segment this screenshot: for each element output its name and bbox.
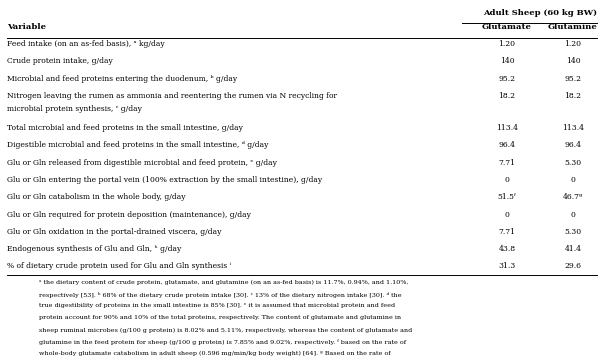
Text: Feed intake (on an as-fed basis), ᵃ kg/day: Feed intake (on an as-fed basis), ᵃ kg/d…	[7, 40, 165, 48]
Text: 18.2: 18.2	[499, 92, 515, 100]
Text: Variable: Variable	[7, 23, 46, 31]
Text: 140: 140	[566, 57, 580, 65]
Text: 0: 0	[505, 176, 509, 184]
Text: 7.71: 7.71	[499, 228, 515, 236]
Text: Total microbial and feed proteins in the small intestine, g/day: Total microbial and feed proteins in the…	[7, 124, 243, 132]
Text: protein account for 90% and 10% of the total proteins, respectively. The content: protein account for 90% and 10% of the t…	[39, 315, 401, 320]
Text: 1.20: 1.20	[565, 40, 581, 48]
Text: 0: 0	[505, 211, 509, 219]
Text: Digestible microbial and feed proteins in the small intestine, ᵈ g/day: Digestible microbial and feed proteins i…	[7, 141, 269, 149]
Text: Microbial and feed proteins entering the duodenum, ᵇ g/day: Microbial and feed proteins entering the…	[7, 75, 238, 82]
Text: 1.20: 1.20	[499, 40, 515, 48]
Text: 5.30: 5.30	[565, 159, 581, 167]
Text: 18.2: 18.2	[565, 92, 581, 100]
Text: Glu or Gln released from digestible microbial and feed protein, ᵉ g/day: Glu or Gln released from digestible micr…	[7, 159, 277, 167]
Text: 113.4: 113.4	[562, 124, 584, 132]
Text: 41.4: 41.4	[565, 245, 581, 253]
Text: whole-body glutamate catabolism in adult sheep (0.596 mg/min/kg body weight) [64: whole-body glutamate catabolism in adult…	[39, 351, 391, 356]
Text: Nitrogen leaving the rumen as ammonia and reentering the rumen via N recycling f: Nitrogen leaving the rumen as ammonia an…	[7, 92, 337, 100]
Text: sheep ruminal microbes (g/100 g protein) is 8.02% and 5.11%, respectively, where: sheep ruminal microbes (g/100 g protein)…	[39, 327, 412, 333]
Text: Glutamine: Glutamine	[548, 23, 598, 31]
Text: glutamine in the feed protein for sheep (g/100 g protein) is 7.85% and 9.02%, re: glutamine in the feed protein for sheep …	[39, 339, 406, 345]
Text: respectively [53]. ᵇ 68% of the dietary crude protein intake [30]. ᶜ 13% of the : respectively [53]. ᵇ 68% of the dietary …	[39, 292, 401, 298]
Text: 0: 0	[571, 176, 575, 184]
Text: Glu or Gln oxidation in the portal-drained viscera, g/day: Glu or Gln oxidation in the portal-drain…	[7, 228, 221, 236]
Text: 46.7ᶢ: 46.7ᶢ	[563, 193, 583, 201]
Text: ᵃ the dietary content of crude protein, glutamate, and glutamine (on an as-fed b: ᵃ the dietary content of crude protein, …	[39, 280, 409, 285]
Text: 31.3: 31.3	[499, 262, 515, 270]
Text: 95.2: 95.2	[565, 75, 581, 82]
Text: microbial protein synthesis, ᶜ g/day: microbial protein synthesis, ᶜ g/day	[7, 105, 142, 113]
Text: Crude protein intake, g/day: Crude protein intake, g/day	[7, 57, 113, 65]
Text: 96.4: 96.4	[499, 141, 515, 149]
Text: 43.8: 43.8	[499, 245, 515, 253]
Text: 51.5ᶠ: 51.5ᶠ	[497, 193, 517, 201]
Text: 96.4: 96.4	[565, 141, 581, 149]
Text: Glutamate: Glutamate	[482, 23, 532, 31]
Text: 95.2: 95.2	[499, 75, 515, 82]
Text: 140: 140	[500, 57, 514, 65]
Text: % of dietary crude protein used for Glu and Gln synthesis ⁱ: % of dietary crude protein used for Glu …	[7, 262, 232, 270]
Text: 113.4: 113.4	[496, 124, 518, 132]
Text: true digestibility of proteins in the small intestine is 85% [30]. ᵉ it is assum: true digestibility of proteins in the sm…	[39, 303, 395, 309]
Text: 0: 0	[571, 211, 575, 219]
Text: 5.30: 5.30	[565, 228, 581, 236]
Text: 29.6: 29.6	[565, 262, 581, 270]
Text: Adult Sheep (60 kg BW): Adult Sheep (60 kg BW)	[483, 9, 597, 17]
Text: Endogenous synthesis of Glu and Gln, ʰ g/day: Endogenous synthesis of Glu and Gln, ʰ g…	[7, 245, 181, 253]
Text: Glu or Gln required for protein deposition (maintenance), g/day: Glu or Gln required for protein depositi…	[7, 211, 251, 219]
Text: Glu or Gln catabolism in the whole body, g/day: Glu or Gln catabolism in the whole body,…	[7, 193, 186, 201]
Text: Glu or Gln entering the portal vein (100% extraction by the small intestine), g/: Glu or Gln entering the portal vein (100…	[7, 176, 322, 184]
Text: 7.71: 7.71	[499, 159, 515, 167]
